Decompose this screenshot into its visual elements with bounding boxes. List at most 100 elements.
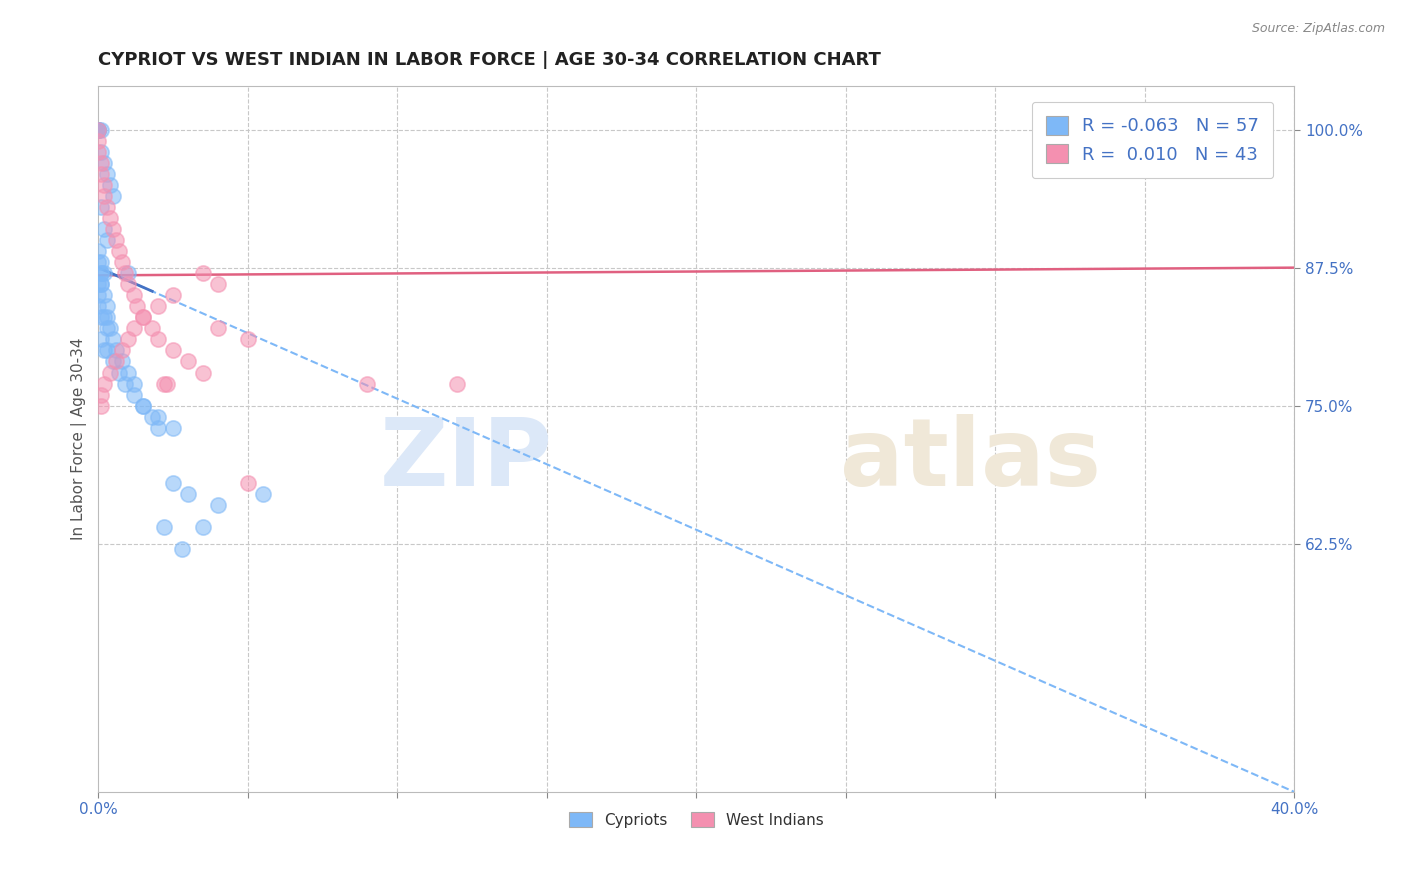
Point bbox=[446, 376, 468, 391]
Text: atlas: atlas bbox=[839, 414, 1101, 506]
Point bbox=[93, 178, 115, 192]
Point bbox=[191, 266, 214, 280]
Point bbox=[90, 266, 112, 280]
Point bbox=[111, 343, 134, 358]
Point bbox=[87, 122, 110, 136]
Legend: Cypriots, West Indians: Cypriots, West Indians bbox=[564, 805, 830, 834]
Point bbox=[87, 145, 110, 159]
Point bbox=[162, 288, 184, 302]
Point bbox=[207, 321, 229, 335]
Point bbox=[114, 266, 136, 280]
Point bbox=[132, 310, 155, 325]
Point bbox=[93, 288, 115, 302]
Point bbox=[90, 399, 112, 413]
Point bbox=[177, 487, 200, 501]
Point bbox=[146, 332, 169, 346]
Point bbox=[162, 475, 184, 490]
Point bbox=[103, 332, 125, 346]
Point bbox=[108, 366, 131, 380]
Text: CYPRIOT VS WEST INDIAN IN LABOR FORCE | AGE 30-34 CORRELATION CHART: CYPRIOT VS WEST INDIAN IN LABOR FORCE | … bbox=[98, 51, 882, 69]
Point bbox=[90, 266, 112, 280]
Point bbox=[90, 310, 112, 325]
Text: Source: ZipAtlas.com: Source: ZipAtlas.com bbox=[1251, 22, 1385, 36]
Text: ZIP: ZIP bbox=[380, 414, 553, 506]
Point bbox=[87, 244, 110, 258]
Point bbox=[177, 354, 200, 368]
Point bbox=[117, 266, 139, 280]
Point bbox=[105, 354, 128, 368]
Point bbox=[87, 277, 110, 292]
Point bbox=[90, 145, 112, 159]
Point bbox=[93, 266, 115, 280]
Point bbox=[117, 332, 139, 346]
Point bbox=[132, 399, 155, 413]
Point bbox=[191, 520, 214, 534]
Point bbox=[105, 233, 128, 247]
Point bbox=[87, 288, 110, 302]
Point bbox=[87, 134, 110, 148]
Point bbox=[87, 255, 110, 269]
Point bbox=[356, 376, 378, 391]
Point bbox=[172, 542, 194, 557]
Point bbox=[146, 420, 169, 434]
Point bbox=[191, 366, 214, 380]
Point bbox=[236, 475, 259, 490]
Point bbox=[90, 255, 112, 269]
Point bbox=[93, 155, 115, 169]
Point bbox=[93, 310, 115, 325]
Point bbox=[207, 277, 229, 292]
Point bbox=[105, 343, 128, 358]
Point bbox=[96, 310, 118, 325]
Point bbox=[90, 200, 112, 214]
Point bbox=[87, 299, 110, 313]
Point bbox=[87, 122, 110, 136]
Point bbox=[132, 399, 155, 413]
Point bbox=[122, 376, 145, 391]
Point bbox=[122, 321, 145, 335]
Point bbox=[153, 520, 176, 534]
Point bbox=[87, 122, 110, 136]
Point bbox=[162, 343, 184, 358]
Point bbox=[132, 310, 155, 325]
Point bbox=[103, 222, 125, 236]
Point bbox=[96, 167, 118, 181]
Point bbox=[141, 409, 163, 424]
Point bbox=[87, 122, 110, 136]
Point bbox=[207, 498, 229, 512]
Point bbox=[127, 299, 149, 313]
Point bbox=[90, 155, 112, 169]
Point bbox=[117, 277, 139, 292]
Point bbox=[122, 288, 145, 302]
Point bbox=[90, 122, 112, 136]
Point bbox=[103, 189, 125, 203]
Point bbox=[93, 189, 115, 203]
Point bbox=[111, 354, 134, 368]
Point bbox=[117, 366, 139, 380]
Point bbox=[162, 420, 184, 434]
Point bbox=[153, 376, 176, 391]
Point bbox=[108, 244, 131, 258]
Point bbox=[90, 332, 112, 346]
Point bbox=[90, 387, 112, 401]
Point bbox=[122, 387, 145, 401]
Point bbox=[98, 178, 121, 192]
Y-axis label: In Labor Force | Age 30-34: In Labor Force | Age 30-34 bbox=[72, 337, 87, 540]
Point bbox=[90, 167, 112, 181]
Point bbox=[111, 255, 134, 269]
Point bbox=[93, 376, 115, 391]
Point bbox=[96, 321, 118, 335]
Point bbox=[96, 233, 118, 247]
Point bbox=[98, 366, 121, 380]
Point bbox=[252, 487, 274, 501]
Point bbox=[87, 122, 110, 136]
Point bbox=[93, 222, 115, 236]
Point bbox=[96, 200, 118, 214]
Point bbox=[146, 299, 169, 313]
Point bbox=[114, 376, 136, 391]
Point bbox=[98, 211, 121, 225]
Point bbox=[141, 321, 163, 335]
Point bbox=[93, 343, 115, 358]
Point bbox=[90, 277, 112, 292]
Point bbox=[98, 321, 121, 335]
Point bbox=[96, 343, 118, 358]
